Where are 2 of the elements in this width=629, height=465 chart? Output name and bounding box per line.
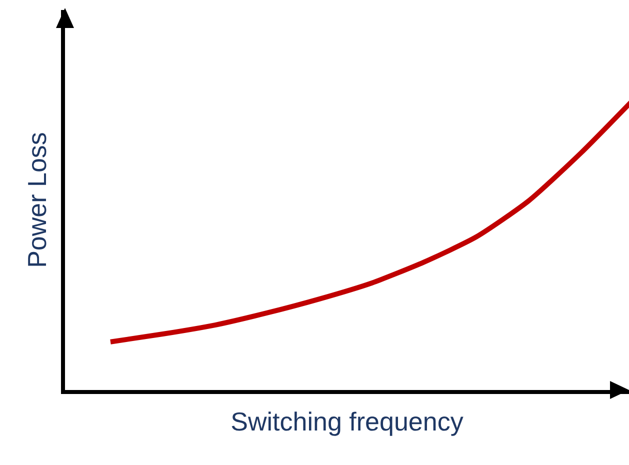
y-axis-title: Power Loss <box>22 132 52 268</box>
x-axis-title: Switching frequency <box>230 406 464 436</box>
